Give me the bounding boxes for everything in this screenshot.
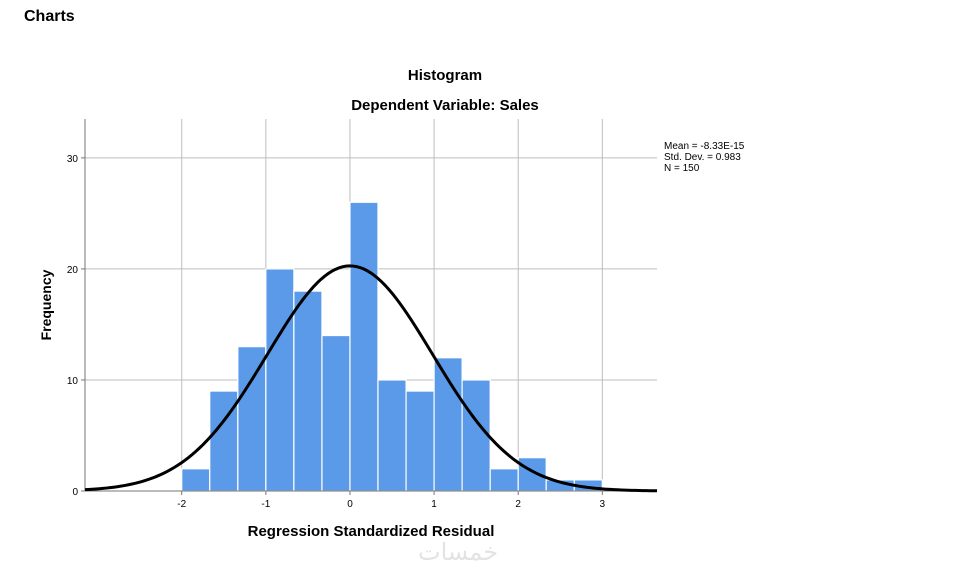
y-tick-label: 0 xyxy=(72,487,78,498)
x-tick-label: 3 xyxy=(600,499,606,510)
histogram-bar xyxy=(237,346,267,492)
stats-sd: Std. Dev. = 0.983 xyxy=(664,152,741,163)
tick-labels: 0 10 20 30 -2 -1 0 1 2 3 xyxy=(67,154,606,510)
histogram-bar xyxy=(489,468,519,492)
x-tick-label: 1 xyxy=(431,499,437,510)
x-tick-label: 2 xyxy=(515,499,521,510)
axes xyxy=(81,119,657,495)
watermark-logo: خمسات xyxy=(418,538,499,566)
y-tick-label: 30 xyxy=(67,154,79,165)
normal-curve xyxy=(84,264,658,493)
histogram-bar xyxy=(265,268,295,492)
chart-title: Histogram xyxy=(407,67,483,84)
x-axis-label: Regression Standardized Residual xyxy=(247,523,495,540)
histogram-bar xyxy=(181,468,211,492)
histogram-bar xyxy=(349,201,379,492)
stats-legend: Mean = -8.33E-15 Std. Dev. = 0.983 N = 1… xyxy=(664,141,744,174)
x-tick-label: -1 xyxy=(261,499,270,510)
chart-subtitle: Dependent Variable: Sales xyxy=(351,97,539,114)
y-tick-label: 20 xyxy=(67,265,79,276)
x-tick-label: -2 xyxy=(177,499,186,510)
x-tick-label: 0 xyxy=(347,499,353,510)
stats-mean: Mean = -8.33E-15 xyxy=(664,141,745,152)
histogram-bars xyxy=(181,201,603,492)
y-tick-label: 10 xyxy=(67,376,79,387)
y-axis-label: Frequency xyxy=(38,269,54,341)
histogram-bar xyxy=(321,334,351,492)
stats-n: N = 150 xyxy=(664,163,700,174)
histogram-bar xyxy=(293,290,323,492)
histogram-bar xyxy=(377,379,407,492)
section-title: Charts xyxy=(24,8,75,25)
histogram-bar xyxy=(461,379,491,492)
histogram-bar xyxy=(405,390,435,492)
